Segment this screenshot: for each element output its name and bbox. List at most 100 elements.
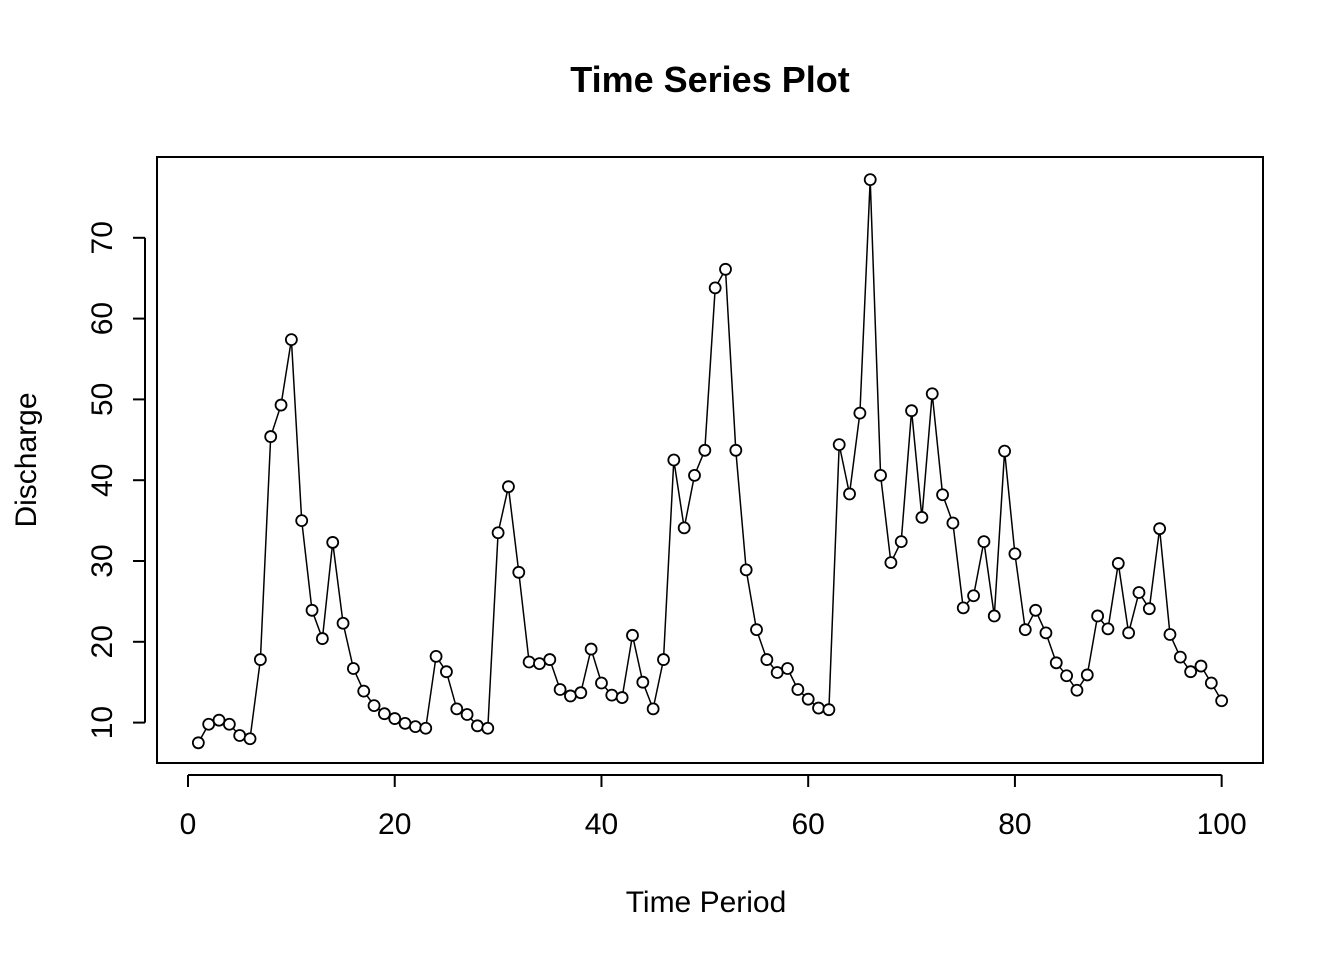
data-point <box>295 514 309 527</box>
data-point <box>646 702 660 716</box>
data-point <box>853 406 867 420</box>
data-point <box>315 632 329 645</box>
data-point <box>1122 626 1136 640</box>
data-point <box>1091 609 1105 623</box>
data-point <box>750 623 763 637</box>
data-point <box>398 717 412 730</box>
data-point <box>936 488 949 502</box>
data-point <box>760 653 774 666</box>
data-point <box>1018 623 1032 637</box>
data-point <box>212 713 226 727</box>
data-point <box>512 565 526 579</box>
y-tick-label: 20 <box>86 625 119 658</box>
data-point <box>1215 694 1229 708</box>
data-point <box>595 676 608 690</box>
data-point <box>956 601 970 615</box>
data-point <box>626 628 639 642</box>
y-tick-label: 10 <box>86 706 119 739</box>
data-point <box>719 262 732 276</box>
data-point <box>915 510 929 524</box>
data-point <box>264 430 278 443</box>
data-point <box>367 699 381 713</box>
chart-title: Time Series Plot <box>570 59 849 100</box>
data-point <box>1039 626 1053 640</box>
data-point <box>967 589 980 603</box>
y-axis: 10 20 30 40 50 60 70 <box>86 221 146 739</box>
data-point <box>801 692 815 706</box>
data-point <box>553 683 567 696</box>
data-point <box>1194 659 1208 673</box>
data-point <box>1029 603 1042 617</box>
data-point <box>708 281 722 295</box>
data-point <box>925 387 939 401</box>
x-tick-label: 60 <box>792 808 825 841</box>
y-tick-label: 70 <box>86 221 119 254</box>
data-point <box>274 398 288 412</box>
data-point <box>905 404 918 418</box>
x-tick-label: 100 <box>1197 808 1247 841</box>
data-point <box>378 707 391 721</box>
x-tick-label: 80 <box>998 808 1031 841</box>
x-tick-label: 20 <box>378 808 411 841</box>
data-point <box>884 556 898 570</box>
y-tick-label: 50 <box>86 383 119 416</box>
data-point <box>1060 669 1074 683</box>
data-point <box>574 686 588 700</box>
y-tick-label: 40 <box>86 464 119 497</box>
data-point <box>1008 547 1022 561</box>
data-point <box>1101 622 1115 636</box>
data-point <box>409 720 422 734</box>
x-axis: 0 20 40 60 80 100 <box>180 774 1247 841</box>
data-point <box>284 333 298 347</box>
data-point <box>564 689 577 703</box>
data-point <box>1049 656 1063 670</box>
data-point <box>346 662 360 675</box>
data-point <box>1111 557 1125 570</box>
data-point <box>781 662 794 675</box>
data-point <box>543 653 557 666</box>
data-point <box>863 173 877 187</box>
data-point <box>605 688 619 702</box>
data-point <box>688 468 701 482</box>
x-tick-label: 0 <box>180 808 197 841</box>
series-points <box>191 173 1229 750</box>
data-point <box>657 653 670 666</box>
x-tick-label: 40 <box>585 808 618 841</box>
data-point <box>419 721 433 735</box>
data-point <box>791 683 805 696</box>
data-point <box>191 736 205 750</box>
data-point <box>336 616 350 630</box>
data-point <box>770 666 784 679</box>
data-point <box>894 535 908 549</box>
data-point <box>1184 665 1198 679</box>
data-point <box>440 665 453 679</box>
data-point <box>202 717 216 731</box>
data-point <box>450 702 464 716</box>
data-point <box>987 609 1001 623</box>
data-point <box>388 712 402 725</box>
data-point <box>253 653 267 666</box>
data-point <box>636 675 650 689</box>
data-point <box>357 684 371 698</box>
y-tick-label: 30 <box>86 544 119 577</box>
data-point <box>1173 650 1187 664</box>
data-point <box>1142 602 1156 616</box>
data-point <box>677 521 691 535</box>
data-point <box>977 535 991 549</box>
data-point <box>739 563 753 577</box>
data-point <box>222 717 236 731</box>
data-point <box>812 701 825 715</box>
data-point <box>1163 628 1177 641</box>
data-point <box>243 732 257 746</box>
x-axis-label: Time Period <box>626 886 787 919</box>
y-axis-label: Discharge <box>10 392 43 527</box>
data-point <box>471 719 484 733</box>
data-point <box>233 729 247 742</box>
data-point <box>502 480 515 494</box>
data-point <box>822 703 836 717</box>
data-point <box>491 526 505 540</box>
data-point <box>946 516 960 530</box>
data-point <box>667 453 681 467</box>
data-point <box>481 721 495 735</box>
